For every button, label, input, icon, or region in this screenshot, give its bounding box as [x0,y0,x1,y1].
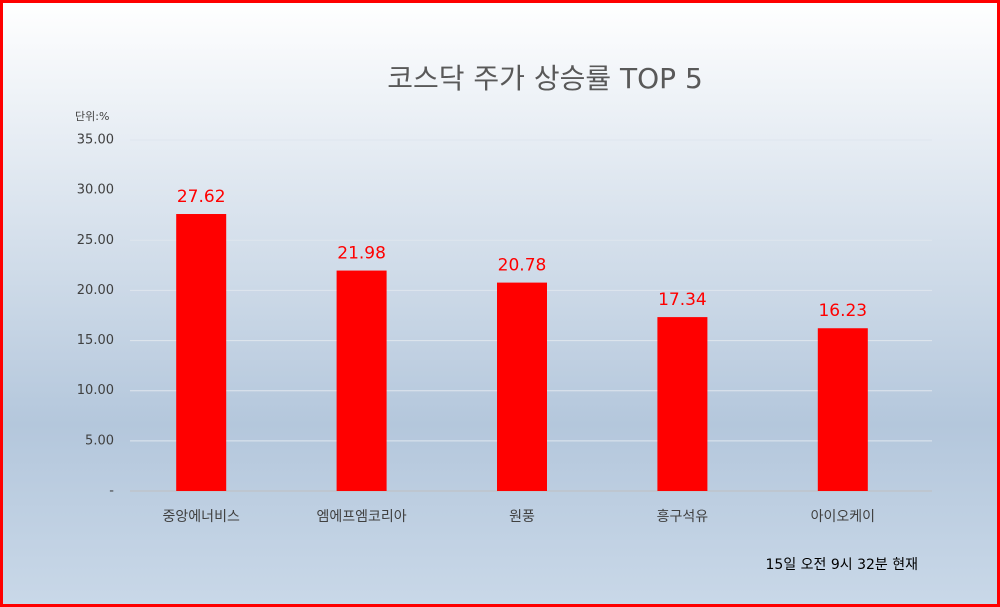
y-tick-label: 25.00 [77,233,114,248]
bar [336,270,387,491]
y-tick-label: 15.00 [77,333,114,348]
y-tick-label: - [109,484,114,499]
value-label: 17.34 [658,290,707,310]
x-tick-label: 중앙에너비스 [163,509,240,525]
footnote: 15일 오전 9시 32분 현재 [766,557,919,573]
y-tick-label: 20.00 [77,283,114,298]
x-tick-label: 아이오케이 [811,509,875,525]
y-tick-label: 35.00 [77,133,114,148]
bar [176,214,227,491]
chart-title: 코스닥 주가 상승률 TOP 5 [387,62,703,95]
x-tick-label: 원풍 [509,509,535,525]
x-tick-label: 흥구석유 [657,509,709,525]
value-label: 20.78 [498,256,547,276]
y-tick-label: 5.00 [85,433,114,448]
bar [497,282,547,491]
value-label: 21.98 [337,244,386,264]
x-tick-label: 엠에프엠코리아 [317,509,407,525]
y-tick-label: 10.00 [77,383,114,398]
unit-label: 단위:% [75,110,109,123]
bar [657,317,708,491]
value-label: 16.23 [818,301,867,321]
bar [817,328,868,491]
value-label: 27.62 [177,187,226,207]
y-tick-label: 30.00 [77,183,114,198]
